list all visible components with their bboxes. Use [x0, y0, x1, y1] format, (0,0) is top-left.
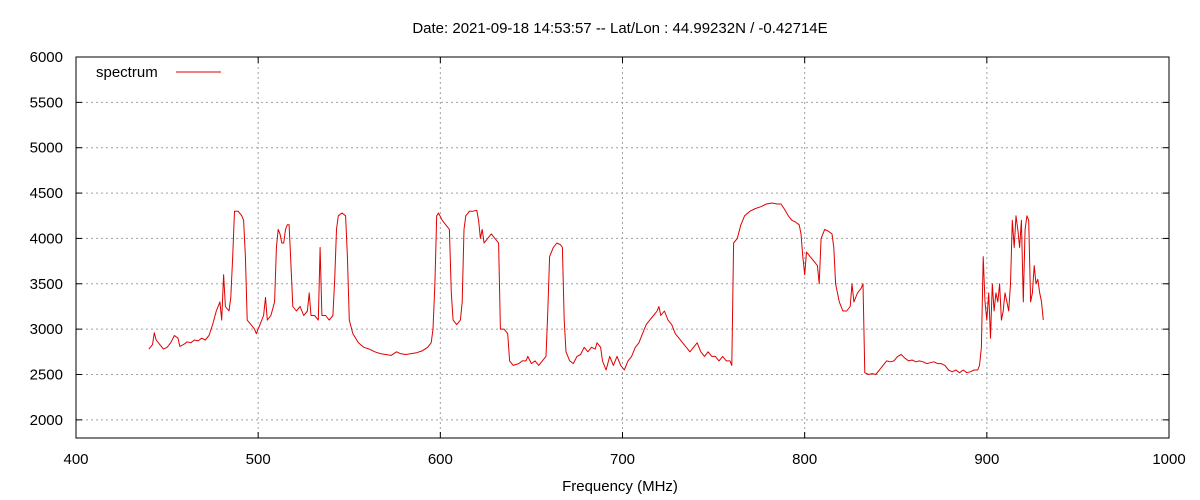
x-tick-label: 1000 [1152, 451, 1185, 468]
x-tick-label: 700 [610, 451, 635, 468]
chart-title: Date: 2021-09-18 14:53:57 -- Lat/Lon : 4… [412, 20, 827, 37]
plot-frame [75, 56, 1170, 439]
y-tick-label: 5000 [30, 140, 63, 157]
legend: spectrum [96, 64, 221, 81]
y-tick-label: 3500 [30, 276, 63, 293]
y-tick-label: 4500 [30, 185, 63, 202]
x-tick-label: 800 [792, 451, 817, 468]
legend-label: spectrum [96, 64, 158, 81]
grid [76, 57, 1169, 438]
x-tick-label: 500 [246, 451, 271, 468]
x-tick-label: 400 [63, 451, 88, 468]
y-tick-label: 2000 [30, 412, 63, 429]
x-tick-label: 900 [974, 451, 999, 468]
y-tick-label: 5500 [30, 94, 63, 111]
y-tick-label: 6000 [30, 49, 63, 66]
y-tick-label: 4000 [30, 230, 63, 247]
series-layer [148, 202, 1044, 375]
series-line-spectrum [148, 202, 1044, 375]
axis-ticks: 400 500 600 700 800 900 1000 2000 2500 3000 3500 40… [30, 49, 1186, 468]
y-tick-label: 2500 [30, 367, 63, 384]
x-tick-label: 600 [428, 451, 453, 468]
y-tick-label: 3000 [30, 321, 63, 338]
x-axis-label: Frequency (MHz) [562, 478, 678, 495]
